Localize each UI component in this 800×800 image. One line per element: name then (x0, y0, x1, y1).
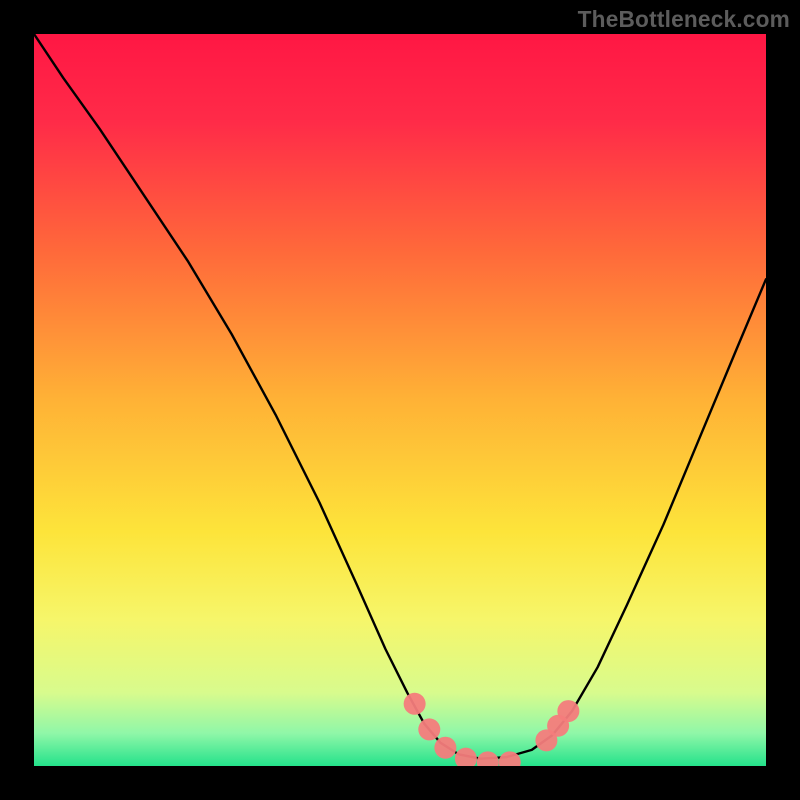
data-marker (434, 737, 456, 759)
bottleneck-curve (34, 34, 766, 759)
chart-svg (34, 34, 766, 766)
data-marker (455, 748, 477, 766)
data-marker (404, 693, 426, 715)
chart-frame: TheBottleneck.com (0, 0, 800, 800)
data-marker (418, 718, 440, 740)
data-marker (477, 751, 499, 766)
watermark-text: TheBottleneck.com (578, 6, 790, 33)
plot-area (34, 34, 766, 766)
data-marker (557, 700, 579, 722)
